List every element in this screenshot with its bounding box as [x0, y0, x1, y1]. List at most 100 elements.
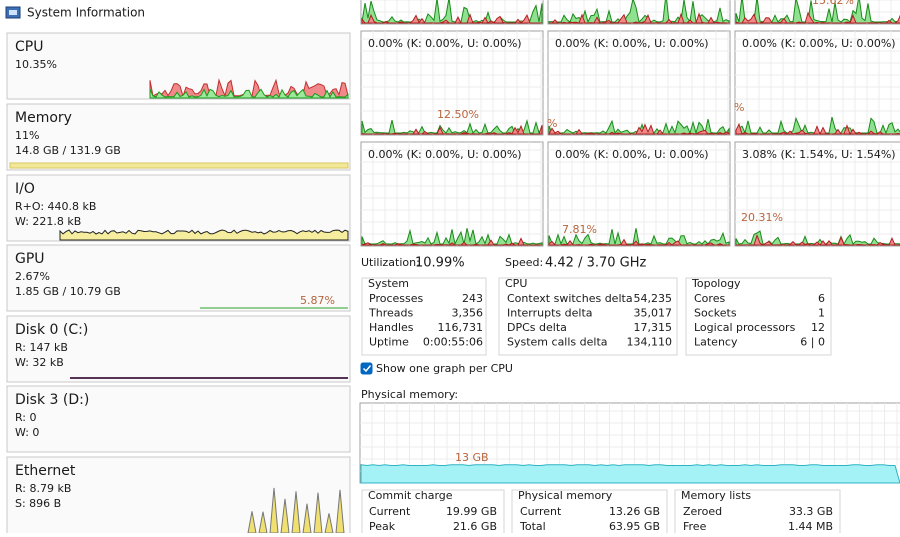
cpu-graph-usage: 0.00% (K: 0.00%, U: 0.00%): [742, 37, 896, 50]
sidebar-item-detail: 2.67%: [15, 270, 50, 283]
group-title: System: [368, 277, 409, 290]
row-value: 0:00:55:06: [423, 336, 483, 349]
usage-graph: [548, 123, 730, 135]
utilization-value: 10.99%: [415, 256, 465, 271]
cpu-graph-usage: 0.00% (K: 0.00%, U: 0.00%): [555, 37, 709, 50]
row-value: 116,731: [438, 321, 484, 334]
sidebar-item-name: Ethernet: [15, 463, 76, 479]
usage-graph: [361, 124, 543, 135]
sidebar-item-detail: R: 147 kB: [15, 341, 68, 354]
group-title: Memory lists: [681, 489, 751, 502]
cpu-graph-peak: 20.31%: [741, 211, 783, 224]
sidebar-item-detail: R+O: 440.8 kB: [15, 200, 96, 213]
group-box: [674, 489, 841, 537]
row-label: Free: [683, 520, 707, 533]
sidebar-item[interactable]: [6, 315, 351, 383]
usage-graph: [361, 13, 542, 24]
usage-graph: [735, 116, 900, 135]
sidebar-item-detail: 10.35%: [15, 58, 57, 71]
cpu-graph-usage: 3.08% (K: 1.54%, U: 1.54%): [742, 148, 896, 161]
row-value: 54,235: [634, 292, 673, 305]
memory-graph: [9, 162, 349, 169]
row-value: 63.95 GB: [609, 520, 660, 533]
usage-graph: [149, 88, 349, 99]
usage-graph: [549, 12, 729, 24]
row-label: Logical processors: [694, 321, 796, 334]
sidebar-item[interactable]: [6, 244, 351, 312]
sidebar-item-name: Disk 0 (C:): [15, 322, 88, 338]
checkbox-label[interactable]: Show one graph per CPU: [376, 362, 513, 375]
cpu-graph-peak: 7.81%: [562, 223, 597, 236]
group-title: CPU: [505, 277, 527, 290]
group-title: Commit charge: [368, 489, 453, 502]
sidebar-item[interactable]: [6, 385, 351, 453]
usage-graph: [736, 233, 900, 246]
checkbox[interactable]: [360, 362, 373, 375]
usage-graph: [361, 228, 543, 246]
row-label: Zeroed: [683, 505, 722, 518]
cpu-graph-panel: [547, 30, 731, 136]
row-label: Total: [519, 520, 546, 533]
sidebar-item-name: Disk 3 (D:): [15, 392, 89, 408]
sidebar-item-name: CPU: [15, 39, 43, 55]
row-label: Current: [369, 505, 411, 518]
row-value: 19.99 GB: [446, 505, 497, 518]
row-value: 6: [818, 292, 825, 305]
group-box: [498, 277, 678, 356]
sidebar-item-detail: 11%: [15, 129, 39, 142]
sidebar-item[interactable]: [6, 174, 351, 242]
sidebar-item[interactable]: [6, 103, 351, 171]
sidebar-item-detail: W: 32 kB: [15, 356, 64, 369]
usage-graph: [735, 11, 900, 24]
checkbox-check: [362, 365, 372, 373]
group-title: Physical memory: [518, 489, 613, 502]
utilization-label: Utilization:: [361, 256, 420, 269]
sidebar-graph-label: 5.87%: [300, 294, 335, 307]
cpu-graph-peak: %: [734, 101, 744, 114]
group-box: [361, 277, 487, 356]
row-label: Sockets: [694, 307, 737, 320]
cpu-graph-usage: 0.00% (K: 0.00%, U: 0.00%): [555, 148, 709, 161]
cpu-graph-peak: 12.50%: [437, 108, 479, 121]
row-label: System calls delta: [507, 336, 608, 349]
row-label: Handles: [369, 321, 414, 334]
row-value: 243: [462, 292, 483, 305]
group-title: Topology: [691, 277, 741, 290]
row-value: 17,315: [634, 321, 673, 334]
sidebar-item-detail: S: 896 B: [15, 497, 61, 510]
row-value: 134,110: [627, 336, 673, 349]
cpu-graph-usage: 0.00% (K: 0.00%, U: 0.00%): [368, 37, 522, 50]
sidebar-item-detail: R: 8.79 kB: [15, 482, 71, 495]
row-label: Threads: [368, 307, 413, 320]
cpu-graph-panel: [734, 30, 900, 136]
row-value: 3,356: [452, 307, 484, 320]
sidebar-item-detail: R: 0: [15, 411, 37, 424]
cpu-graph-peak: 15.62%: [812, 0, 854, 7]
row-label: Processes: [369, 292, 423, 305]
row-value: 13.26 GB: [609, 505, 660, 518]
usage-graph: [735, 122, 900, 136]
sidebar-item-name: GPU: [15, 251, 45, 267]
usage-graph: [361, 237, 543, 246]
app-icon-screen: [9, 10, 17, 15]
row-value: 33.3 GB: [789, 505, 833, 518]
sidebar-item-detail: 14.8 GB / 131.9 GB: [15, 144, 121, 157]
speed-value: 4.42 / 3.70 GHz: [545, 256, 647, 271]
usage-graph: [548, 0, 730, 24]
row-value: 1.44 MB: [788, 520, 833, 533]
row-label: Current: [520, 505, 562, 518]
sidebar-item-detail: W: 221.8 kB: [15, 215, 81, 228]
window-title: System Information: [27, 6, 145, 20]
row-value: 12: [811, 321, 825, 334]
usage-graph: [548, 238, 729, 246]
group-box: [511, 489, 668, 537]
physical-memory-label: Physical memory:: [361, 388, 458, 401]
row-label: Cores: [694, 292, 725, 305]
cpu-graph-peak: %: [547, 117, 557, 130]
cpu-graph-panel: [360, 30, 544, 136]
cpu-graph-panel: [360, 141, 544, 247]
row-value: 21.6 GB: [453, 520, 497, 533]
sidebar-item-name: I/O: [15, 181, 35, 197]
row-label: Interrupts delta: [507, 307, 593, 320]
row-label: DPCs delta: [507, 321, 567, 334]
